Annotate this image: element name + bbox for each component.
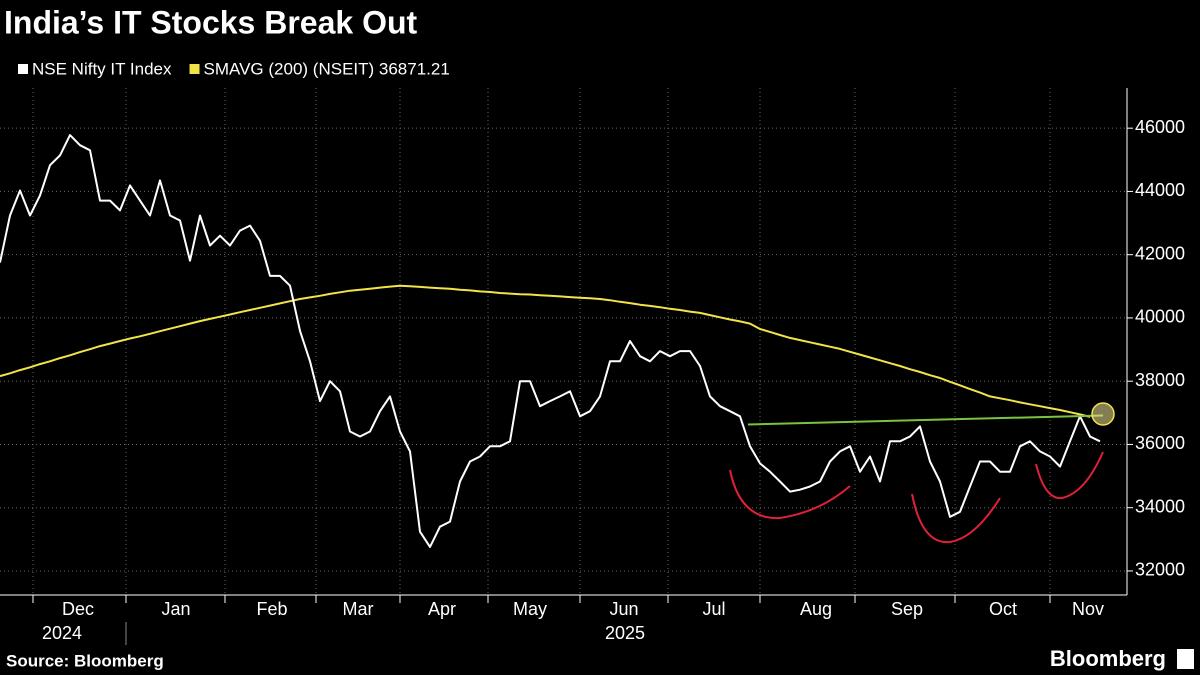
brand-icon [1177, 649, 1194, 669]
y-tick-label: 42000 [1135, 243, 1185, 263]
x-tick-label: Apr [428, 599, 456, 619]
highlight-circle [1091, 402, 1115, 426]
y-tick-label: 44000 [1135, 180, 1185, 200]
x-tick-label: Mar [343, 599, 374, 619]
legend-label: SMAVG (200) (NSEIT) 36871.21 [204, 59, 450, 78]
y-tick-label: 38000 [1135, 370, 1185, 390]
source: Source: Bloomberg [6, 651, 164, 670]
legend: NSE Nifty IT Index SMAVG (200) (NSEIT) 36… [18, 59, 450, 78]
x-tick-label: Nov [1072, 599, 1104, 619]
y-tick-label: 36000 [1135, 433, 1185, 453]
x-tick-label: Jul [702, 599, 725, 619]
x-tick-label: Dec [62, 599, 94, 619]
y-tick-label: 32000 [1135, 560, 1185, 580]
x-year-label: 2025 [605, 623, 645, 643]
legend-label: NSE Nifty IT Index [32, 59, 172, 78]
trend-line [747, 414, 1104, 426]
y-tick-label: 40000 [1135, 307, 1185, 327]
x-tick-label: Aug [800, 599, 832, 619]
series-line [0, 134, 1101, 548]
x-year-label: 2024 [42, 623, 82, 643]
x-tick-label: Jan [161, 599, 190, 619]
brand: Bloomberg [1050, 646, 1166, 671]
legend-swatch [189, 64, 200, 74]
pattern-arc [911, 493, 1001, 544]
y-tick-label: 34000 [1135, 496, 1185, 516]
pattern-arc [729, 469, 851, 520]
x-tick-label: Jun [609, 599, 638, 619]
plot-area [0, 88, 1127, 595]
pattern-arc [1035, 451, 1104, 500]
x-tick-label: Feb [256, 599, 287, 619]
chart-title: India’s IT Stocks Break Out [4, 4, 418, 40]
legend-swatch [18, 64, 28, 74]
y-tick-label: 46000 [1135, 117, 1185, 137]
x-tick-label: Oct [989, 599, 1017, 619]
x-tick-label: May [513, 599, 547, 619]
x-tick-label: Sep [891, 599, 923, 619]
series-line [0, 284, 1091, 418]
